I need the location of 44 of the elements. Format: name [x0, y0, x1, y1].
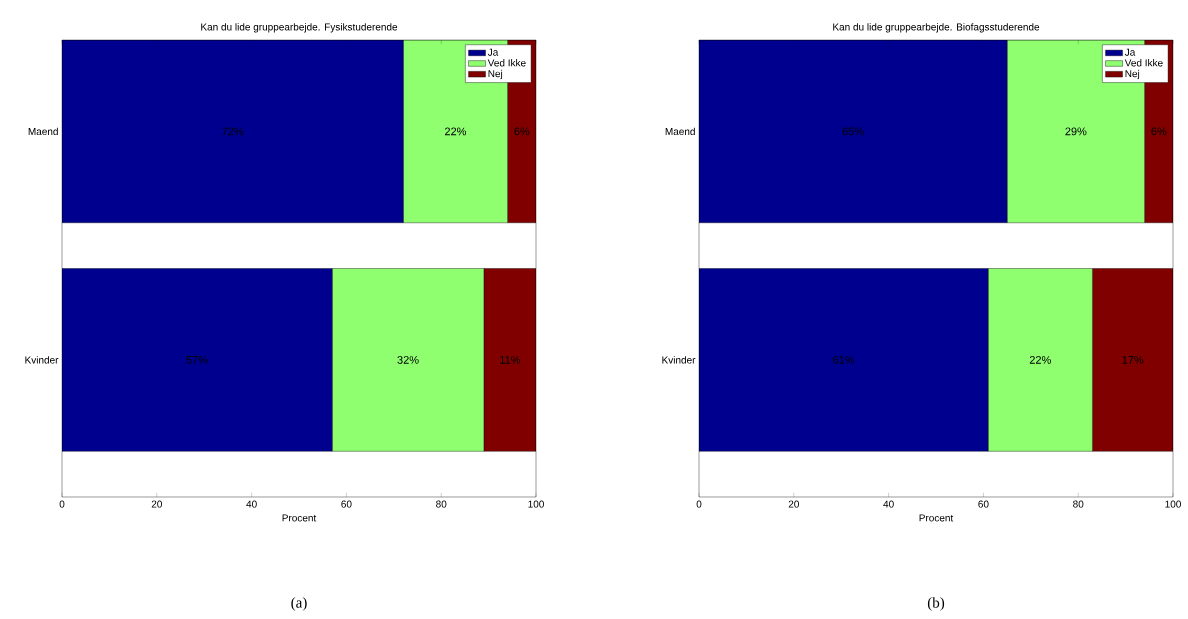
data-label: 6% — [514, 127, 530, 136]
x-tick-label: 40 — [246, 500, 257, 508]
data-label: 72% — [222, 127, 244, 136]
data-label: 61% — [833, 355, 855, 364]
text: (a) — [291, 597, 307, 611]
data-label: 65% — [842, 127, 864, 136]
legend-label: Ved Ikke — [1124, 59, 1163, 67]
x-tick-label: 100 — [528, 500, 544, 508]
bar — [331, 268, 485, 452]
x-tick-label: 80 — [1073, 500, 1084, 508]
legend-label: Nej — [488, 69, 503, 80]
y-tick-label: Kvinder — [662, 356, 696, 364]
legend-label: Ja — [1124, 48, 1136, 56]
chart-title: Kan du lide gruppearbejde. Biofagsstuderende — [833, 23, 1040, 33]
data-label: 6% — [1151, 127, 1167, 136]
x-tick-label: 60 — [341, 500, 352, 508]
y-tick-label: Maend — [28, 127, 58, 136]
legend-label: Nej — [1125, 69, 1140, 80]
bar — [1006, 39, 1145, 223]
bar — [987, 268, 1093, 452]
bar — [403, 39, 508, 223]
x-tick-label: 20 — [151, 500, 162, 508]
data-label: 22% — [1029, 356, 1051, 364]
x-tick-label: 0 — [59, 500, 65, 508]
x-tick-label: 0 — [696, 500, 702, 508]
legend-label: Ved Ikke — [487, 59, 526, 67]
y-tick-label: Maend — [665, 127, 695, 136]
x-tick-label: 80 — [436, 500, 447, 508]
x-tick-label: 100 — [1165, 500, 1181, 508]
text: (b) — [927, 597, 945, 611]
legend-label: Ja — [487, 48, 499, 56]
y-tick-label: Kvinder — [25, 356, 59, 364]
x-axis-title: Procent — [282, 514, 317, 522]
x-tick-label: 40 — [883, 500, 894, 508]
data-label: 17% — [1122, 356, 1144, 364]
x-tick-label: 60 — [978, 500, 989, 508]
data-label: 22% — [444, 127, 467, 136]
data-label: 57% — [186, 356, 208, 364]
chart-title: Kan du lide gruppearbejde. Fysikstuderende — [201, 23, 398, 33]
x-axis-title: Procent — [919, 514, 954, 522]
data-label: 29% — [1065, 127, 1087, 136]
data-label: 11% — [500, 356, 521, 364]
x-tick-label: 20 — [788, 500, 799, 508]
data-label: 32% — [397, 355, 419, 364]
